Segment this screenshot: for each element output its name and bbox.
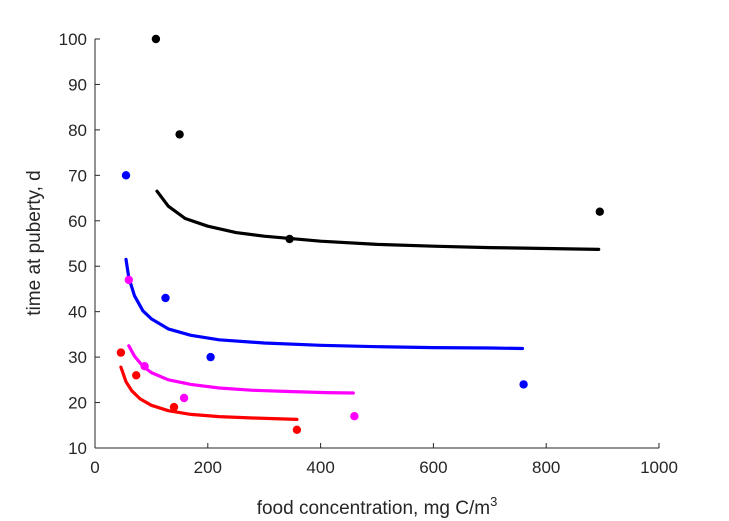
y-ticks: 10 20 30 40 50 60 70 80 90 100 <box>59 30 100 458</box>
x-axis-label-superscript: 3 <box>490 494 497 509</box>
y-tick-label: 40 <box>68 303 87 322</box>
data-point <box>179 393 189 403</box>
fit-curve-4 <box>119 365 299 421</box>
data-point <box>519 380 528 389</box>
data-point <box>124 275 133 285</box>
data-point <box>350 412 359 421</box>
data-point <box>116 348 126 357</box>
x-tick-label: 200 <box>194 458 222 477</box>
fit-curve-2 <box>124 257 525 351</box>
data-point <box>132 371 141 380</box>
data-points <box>116 34 604 434</box>
data-point <box>169 402 179 412</box>
data-point <box>285 234 294 244</box>
y-tick-label: 80 <box>68 121 87 140</box>
axes <box>94 39 659 449</box>
y-tick-label: 90 <box>68 75 87 94</box>
data-point <box>121 171 131 180</box>
data-point <box>175 130 184 139</box>
fit-curve-1 <box>155 189 601 251</box>
data-point <box>140 362 149 371</box>
y-tick-label: 70 <box>68 166 87 185</box>
y-tick-label: 60 <box>68 212 87 231</box>
y-tick-label: 50 <box>68 257 87 276</box>
x-axis-label: food concentration, mg C/m3 <box>257 494 498 519</box>
y-tick-label: 10 <box>68 439 87 458</box>
x-tick-label: 400 <box>306 458 334 477</box>
x-tick-label: 800 <box>532 458 560 477</box>
x-tick-label: 1000 <box>640 458 678 477</box>
y-tick-label: 20 <box>68 394 87 413</box>
y-axis-label: time at puberty, d <box>24 170 45 315</box>
x-ticks: 0 200 400 600 800 1000 <box>90 443 678 477</box>
data-point <box>595 207 604 216</box>
data-point <box>161 293 170 303</box>
y-tick-label: 100 <box>59 30 87 49</box>
data-point <box>151 34 161 44</box>
data-point <box>292 425 302 434</box>
x-tick-label: 600 <box>419 458 447 477</box>
fit-curve-3 <box>127 344 355 395</box>
y-tick-label: 30 <box>68 348 87 367</box>
data-point <box>206 352 215 362</box>
x-tick-label: 0 <box>90 458 99 477</box>
